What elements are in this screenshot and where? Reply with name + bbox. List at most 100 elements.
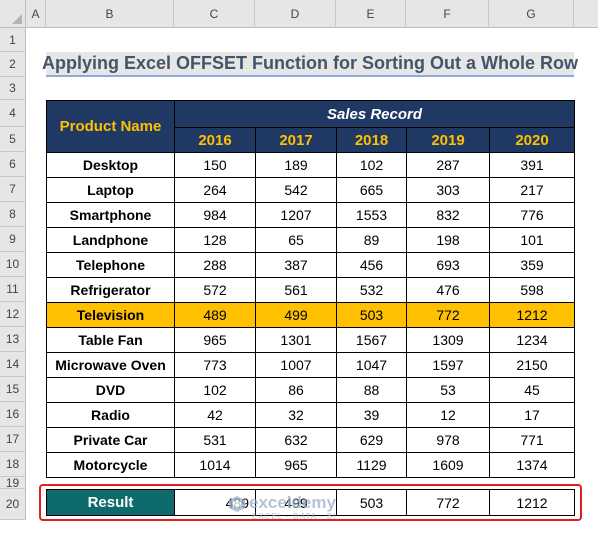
sales-value-cell[interactable]: 965	[255, 452, 337, 478]
sales-value-cell[interactable]: 391	[489, 152, 575, 178]
sales-value-cell[interactable]: 288	[174, 252, 256, 278]
sales-value-cell[interactable]: 456	[336, 252, 407, 278]
year-header[interactable]: 2017	[255, 127, 337, 153]
row-header-7[interactable]: 7	[0, 177, 26, 202]
sales-value-cell[interactable]: 39	[336, 402, 407, 428]
row-header-5[interactable]: 5	[0, 127, 26, 152]
row-header-15[interactable]: 15	[0, 377, 26, 402]
sales-value-cell[interactable]: 387	[255, 252, 337, 278]
row-header-14[interactable]: 14	[0, 352, 26, 377]
sales-value-cell[interactable]: 32	[255, 402, 337, 428]
sales-value-cell[interactable]: 1567	[336, 327, 407, 353]
sales-value-cell[interactable]: 287	[406, 152, 490, 178]
sales-value-cell[interactable]: 693	[406, 252, 490, 278]
sales-value-cell[interactable]: 572	[174, 277, 256, 303]
row-header-19[interactable]: 19	[0, 476, 26, 490]
sales-value-cell[interactable]: 45	[489, 377, 575, 403]
sales-value-cell[interactable]: 101	[489, 227, 575, 253]
row-header-13[interactable]: 13	[0, 327, 26, 352]
row-header-8[interactable]: 8	[0, 202, 26, 227]
row-header-6[interactable]: 6	[0, 152, 26, 177]
row-header-10[interactable]: 10	[0, 252, 26, 277]
sales-value-cell[interactable]: 598	[489, 277, 575, 303]
row-header-1[interactable]: 1	[0, 28, 26, 52]
sales-value-cell[interactable]: 1374	[489, 452, 575, 478]
row-header-20[interactable]: 20	[0, 489, 26, 520]
sales-value-cell[interactable]: 773	[174, 352, 256, 378]
sales-value-cell[interactable]: 561	[255, 277, 337, 303]
result-cell[interactable]: 503	[336, 489, 407, 516]
year-header[interactable]: 2019	[406, 127, 490, 153]
product-name-cell[interactable]: Private Car	[46, 427, 175, 453]
column-header-e[interactable]: E	[336, 0, 406, 28]
sales-value-cell[interactable]: 150	[174, 152, 256, 178]
row-header-3[interactable]: 3	[0, 77, 26, 100]
sales-value-cell[interactable]: 264	[174, 177, 256, 203]
sales-value-cell[interactable]: 198	[406, 227, 490, 253]
sales-value-cell[interactable]: 1047	[336, 352, 407, 378]
sales-value-cell[interactable]: 776	[489, 202, 575, 228]
row-header-17[interactable]: 17	[0, 427, 26, 452]
row-header-2[interactable]: 2	[0, 52, 26, 77]
sales-value-cell[interactable]: 832	[406, 202, 490, 228]
year-header[interactable]: 2020	[489, 127, 575, 153]
sales-value-cell[interactable]: 503	[336, 302, 407, 328]
sales-value-cell[interactable]: 499	[255, 302, 337, 328]
sales-value-cell[interactable]: 1553	[336, 202, 407, 228]
row-header-18[interactable]: 18	[0, 452, 26, 477]
sales-value-cell[interactable]: 771	[489, 427, 575, 453]
sales-value-cell[interactable]: 984	[174, 202, 256, 228]
sales-value-cell[interactable]: 665	[336, 177, 407, 203]
sales-record-header[interactable]: Sales Record	[174, 100, 575, 128]
product-name-cell[interactable]: Television	[46, 302, 175, 328]
sales-value-cell[interactable]: 12	[406, 402, 490, 428]
column-header-c[interactable]: C	[174, 0, 255, 28]
sales-value-cell[interactable]: 629	[336, 427, 407, 453]
row-header-12[interactable]: 12	[0, 302, 26, 327]
sales-value-cell[interactable]: 531	[174, 427, 256, 453]
result-cell[interactable]: 772	[406, 489, 490, 516]
product-name-cell[interactable]: Microwave Oven	[46, 352, 175, 378]
sales-value-cell[interactable]: 978	[406, 427, 490, 453]
sales-value-cell[interactable]: 1207	[255, 202, 337, 228]
select-all-corner[interactable]	[0, 0, 26, 28]
product-name-cell[interactable]: Refrigerator	[46, 277, 175, 303]
column-header-b[interactable]: B	[46, 0, 174, 28]
sales-value-cell[interactable]: 476	[406, 277, 490, 303]
result-cell[interactable]: 499	[255, 489, 337, 516]
product-name-cell[interactable]: Telephone	[46, 252, 175, 278]
sales-value-cell[interactable]: 1609	[406, 452, 490, 478]
sales-value-cell[interactable]: 1014	[174, 452, 256, 478]
sales-value-cell[interactable]: 65	[255, 227, 337, 253]
product-name-cell[interactable]: Smartphone	[46, 202, 175, 228]
sales-value-cell[interactable]: 1301	[255, 327, 337, 353]
sales-value-cell[interactable]: 1007	[255, 352, 337, 378]
sales-value-cell[interactable]: 17	[489, 402, 575, 428]
sales-value-cell[interactable]: 86	[255, 377, 337, 403]
row-header-11[interactable]: 11	[0, 277, 26, 302]
sales-value-cell[interactable]: 965	[174, 327, 256, 353]
product-name-cell[interactable]: Radio	[46, 402, 175, 428]
product-name-cell[interactable]: Table Fan	[46, 327, 175, 353]
sales-value-cell[interactable]: 1212	[489, 302, 575, 328]
row-header-16[interactable]: 16	[0, 402, 26, 427]
product-name-cell[interactable]: DVD	[46, 377, 175, 403]
sales-value-cell[interactable]: 542	[255, 177, 337, 203]
sales-value-cell[interactable]: 102	[336, 152, 407, 178]
product-name-cell[interactable]: Laptop	[46, 177, 175, 203]
column-header-g[interactable]: G	[489, 0, 574, 28]
sales-value-cell[interactable]: 772	[406, 302, 490, 328]
sales-value-cell[interactable]: 1129	[336, 452, 407, 478]
sales-value-cell[interactable]: 303	[406, 177, 490, 203]
row-header-4[interactable]: 4	[0, 100, 26, 127]
sales-value-cell[interactable]: 89	[336, 227, 407, 253]
column-header-d[interactable]: D	[255, 0, 336, 28]
year-header[interactable]: 2018	[336, 127, 407, 153]
sales-value-cell[interactable]: 128	[174, 227, 256, 253]
sales-value-cell[interactable]: 489	[174, 302, 256, 328]
sales-value-cell[interactable]: 189	[255, 152, 337, 178]
column-header-f[interactable]: F	[406, 0, 489, 28]
product-name-cell[interactable]: Desktop	[46, 152, 175, 178]
result-cell[interactable]: 1212	[489, 489, 575, 516]
sales-value-cell[interactable]: 217	[489, 177, 575, 203]
